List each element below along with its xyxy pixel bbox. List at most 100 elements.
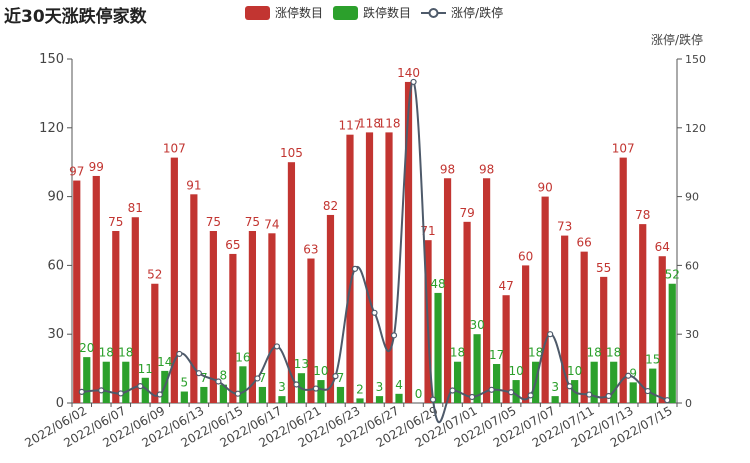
bar-limit-up <box>131 217 139 403</box>
data-label-limit-down: 9 <box>629 366 637 380</box>
bar-limit-down <box>239 366 247 403</box>
data-label-limit-up: 105 <box>280 146 303 160</box>
y-tick-label-left: 30 <box>47 327 64 342</box>
bar-limit-up <box>346 134 354 403</box>
data-label-limit-up: 52 <box>147 268 162 282</box>
data-label-limit-up: 47 <box>498 279 513 293</box>
point-ratio <box>527 392 534 399</box>
point-ratio <box>312 385 320 392</box>
bar-limit-up <box>365 132 374 404</box>
bar-limit-up <box>326 214 335 403</box>
right-axis-label: 涨停/跌停 <box>650 33 703 47</box>
data-label-limit-down: 16 <box>235 350 250 364</box>
point-ratio <box>332 373 339 380</box>
data-label-limit-up: 73 <box>557 220 572 234</box>
data-label-limit-up: 63 <box>303 243 318 257</box>
point-ratio <box>605 392 612 400</box>
data-label-limit-up: 74 <box>264 217 279 231</box>
data-label-limit-up: 79 <box>459 206 474 220</box>
data-label-limit-down: 20 <box>79 341 94 355</box>
point-ratio <box>390 332 398 339</box>
data-label-limit-up: 118 <box>358 116 381 130</box>
bar-limit-down <box>434 292 442 403</box>
bar-limit-up <box>619 157 627 403</box>
data-label-limit-down: 15 <box>645 353 660 367</box>
bar-limit-up <box>92 175 100 403</box>
point-ratio <box>98 387 105 394</box>
line-ratio <box>81 80 668 424</box>
point-ratio <box>215 378 222 385</box>
legend-label-limit-down: 跌停数目 <box>363 6 412 20</box>
data-label-limit-up: 75 <box>108 215 123 229</box>
bar-limit-down <box>102 361 110 403</box>
point-ratio <box>644 387 651 395</box>
bar-limit-down <box>492 364 501 403</box>
data-label-limit-down: 4 <box>395 378 403 392</box>
point-ratio <box>566 383 573 390</box>
y-tick-label-left: 150 <box>39 52 64 67</box>
data-label-limit-down: 3 <box>278 380 286 394</box>
point-ratio <box>351 265 359 272</box>
point-ratio <box>78 388 85 395</box>
bar-limit-up <box>463 221 471 403</box>
data-label-limit-down: 48 <box>430 277 445 291</box>
bar-limit-down <box>336 386 345 403</box>
point-ratio <box>488 386 495 393</box>
bar-limit-down <box>83 357 91 403</box>
data-label-limit-up: 97 <box>69 165 84 179</box>
bar-limit-up <box>170 157 178 403</box>
data-label-limit-down: 8 <box>220 369 228 383</box>
data-label-limit-down: 17 <box>489 348 504 362</box>
bar-limit-up <box>639 224 647 403</box>
legend-label-ratio: 涨停/跌停 <box>451 6 504 20</box>
bar-limit-up <box>229 253 237 403</box>
point-ratio <box>508 389 515 396</box>
bar-limit-up <box>307 258 315 403</box>
bar-limit-up <box>190 194 198 403</box>
legend-item-ratio[interactable]: 涨停/跌停 <box>421 4 503 21</box>
data-label-limit-down: 10 <box>313 364 328 378</box>
bar-limit-up <box>502 295 510 403</box>
data-label-limit-down: 18 <box>450 346 465 360</box>
data-label-limit-up: 117 <box>339 119 362 133</box>
point-ratio <box>429 396 437 403</box>
data-label-limit-down: 18 <box>587 346 602 360</box>
bar-limit-up <box>482 178 491 403</box>
data-label-limit-down: 5 <box>181 376 189 390</box>
data-label-limit-up: 140 <box>397 66 420 80</box>
point-ratio <box>410 78 417 86</box>
data-label-limit-up: 78 <box>635 208 650 222</box>
bar-limit-down <box>551 396 559 403</box>
data-label-limit-up: 60 <box>518 249 533 263</box>
point-ratio <box>137 383 144 390</box>
bar-limit-down <box>375 396 384 403</box>
data-label-limit-down: 13 <box>294 357 309 371</box>
point-ratio <box>664 397 671 404</box>
data-label-limit-up: 55 <box>596 261 611 275</box>
data-label-limit-down: 3 <box>551 380 559 394</box>
data-label-limit-up: 107 <box>163 142 186 156</box>
legend-item-limit-down[interactable]: 跌停数目 <box>333 4 411 21</box>
data-label-limit-down: 18 <box>118 346 133 360</box>
data-label-limit-down: 7 <box>259 371 267 385</box>
bar-limit-up <box>268 233 276 403</box>
data-label-limit-up: 75 <box>245 215 260 229</box>
bar-limit-up <box>522 265 530 403</box>
data-label-limit-up: 82 <box>323 199 338 213</box>
point-ratio <box>293 381 300 388</box>
legend-item-limit-up[interactable]: 涨停数目 <box>245 4 323 21</box>
point-ratio <box>234 390 241 397</box>
bar-limit-up <box>209 231 217 403</box>
data-label-limit-up: 90 <box>538 181 553 195</box>
point-ratio <box>195 370 202 377</box>
bar-limit-up <box>404 81 413 403</box>
legend-swatch-limit-up <box>245 5 270 20</box>
data-label-limit-up: 66 <box>577 236 592 250</box>
y-tick-label-right: 60 <box>685 259 699 272</box>
y-tick-label-left: 90 <box>47 190 64 205</box>
legend-swatch-limit-down <box>333 5 359 20</box>
bar-limit-down <box>356 398 364 403</box>
bar-limit-up <box>112 231 120 403</box>
data-label-limit-down: 10 <box>508 364 523 378</box>
